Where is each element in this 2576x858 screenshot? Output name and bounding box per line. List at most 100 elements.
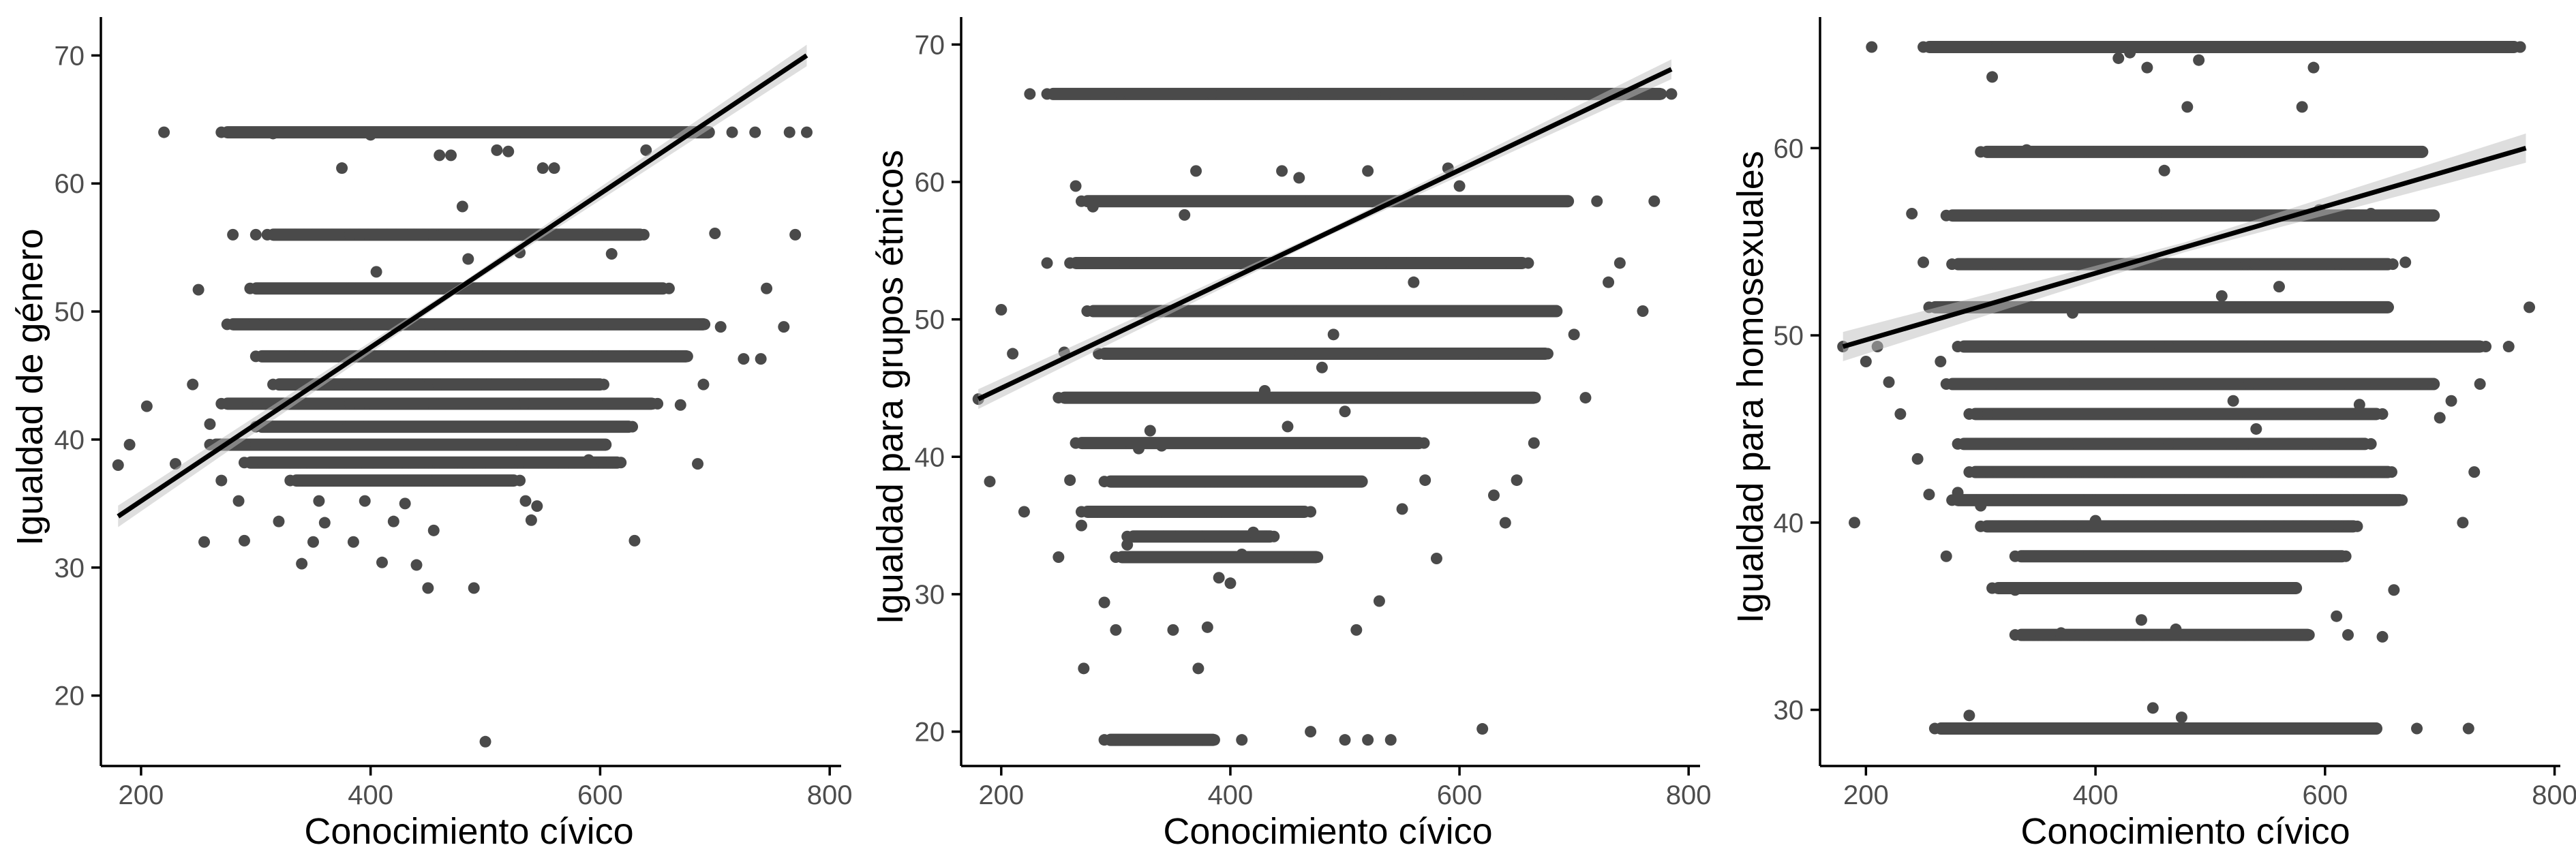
data-point bbox=[2411, 341, 2423, 353]
data-point bbox=[496, 378, 509, 390]
data-point bbox=[2335, 378, 2347, 390]
data-point bbox=[347, 536, 359, 548]
data-point bbox=[330, 474, 342, 487]
data-point bbox=[359, 318, 371, 331]
data-point bbox=[1286, 506, 1299, 518]
data-point bbox=[2193, 629, 2205, 641]
data-point bbox=[1082, 257, 1095, 269]
data-point bbox=[335, 397, 347, 410]
data-point bbox=[2200, 438, 2212, 450]
data-point bbox=[538, 282, 550, 294]
x-tick-label: 800 bbox=[807, 780, 853, 810]
data-point bbox=[440, 474, 453, 487]
data-point bbox=[1419, 474, 1431, 487]
data-point bbox=[1362, 734, 1374, 746]
data-point bbox=[2186, 520, 2198, 532]
data-point bbox=[1174, 551, 1186, 563]
data-point bbox=[509, 228, 521, 241]
data-point bbox=[2037, 550, 2049, 562]
data-point bbox=[1970, 341, 1982, 353]
data-point bbox=[345, 282, 357, 294]
data-point bbox=[500, 126, 512, 138]
data-point bbox=[1993, 722, 2005, 735]
data-point bbox=[2378, 146, 2391, 158]
data-point bbox=[1290, 476, 1303, 488]
data-point bbox=[2243, 209, 2256, 221]
data-point bbox=[2337, 438, 2350, 450]
data-point bbox=[2074, 494, 2087, 506]
data-point bbox=[461, 420, 473, 433]
scatter-points bbox=[972, 88, 1678, 746]
data-point bbox=[307, 228, 319, 241]
data-point bbox=[2227, 395, 2239, 407]
data-point bbox=[1479, 195, 1491, 207]
data-point bbox=[2103, 146, 2115, 158]
data-point bbox=[1312, 551, 1324, 563]
data-point bbox=[451, 378, 463, 390]
data-point bbox=[1190, 165, 1202, 177]
data-point bbox=[1906, 207, 1918, 219]
data-point bbox=[399, 497, 411, 510]
data-point bbox=[2044, 629, 2056, 641]
data-point bbox=[1894, 408, 1907, 420]
data-point bbox=[1090, 305, 1102, 318]
data-point bbox=[2496, 41, 2508, 53]
data-point bbox=[1524, 195, 1536, 207]
data-point bbox=[487, 318, 500, 331]
data-point bbox=[2002, 146, 2014, 158]
data-point bbox=[1268, 530, 1280, 542]
y-tick-label: 60 bbox=[55, 169, 85, 199]
data-point bbox=[2359, 494, 2372, 506]
data-point bbox=[2408, 378, 2421, 390]
data-point bbox=[2237, 438, 2249, 450]
data-point bbox=[2427, 209, 2439, 221]
data-point bbox=[298, 397, 310, 410]
data-point bbox=[2009, 466, 2021, 478]
data-point bbox=[479, 420, 491, 433]
data-point bbox=[1144, 476, 1156, 488]
data-point bbox=[1061, 392, 1074, 404]
data-point bbox=[2185, 258, 2197, 271]
data-point bbox=[2057, 722, 2070, 735]
data-point bbox=[376, 457, 389, 469]
data-point bbox=[671, 318, 683, 331]
data-point bbox=[573, 397, 586, 410]
data-point bbox=[481, 397, 494, 410]
data-point bbox=[335, 228, 347, 241]
data-point bbox=[2158, 164, 2170, 177]
data-point bbox=[2255, 438, 2267, 450]
data-point bbox=[654, 350, 666, 363]
data-point bbox=[286, 350, 299, 363]
data-point bbox=[2143, 301, 2155, 313]
data-point bbox=[441, 318, 453, 331]
data-point bbox=[2262, 301, 2275, 313]
data-point bbox=[518, 126, 530, 138]
data-point bbox=[296, 420, 308, 433]
data-point bbox=[491, 126, 503, 138]
data-point bbox=[501, 282, 513, 294]
data-point bbox=[1421, 257, 1434, 269]
data-point bbox=[363, 282, 376, 294]
data-point bbox=[2296, 722, 2308, 735]
data-point bbox=[1192, 662, 1204, 675]
data-point bbox=[1078, 662, 1090, 675]
data-point bbox=[555, 397, 567, 410]
data-point bbox=[1530, 305, 1543, 318]
data-point bbox=[616, 318, 628, 331]
data-point bbox=[1411, 305, 1423, 318]
data-point bbox=[1135, 392, 1147, 404]
data-point bbox=[584, 282, 596, 294]
data-point bbox=[514, 457, 526, 469]
data-point bbox=[305, 350, 317, 363]
data-point bbox=[506, 350, 519, 363]
data-point bbox=[1394, 257, 1406, 269]
data-point bbox=[2108, 438, 2120, 450]
data-point bbox=[353, 397, 365, 410]
data-point bbox=[1302, 257, 1314, 269]
data-point bbox=[405, 378, 417, 390]
data-point bbox=[2215, 582, 2228, 594]
data-point bbox=[2331, 41, 2343, 53]
data-point bbox=[2101, 466, 2113, 478]
data-point bbox=[2142, 378, 2155, 390]
data-point bbox=[504, 457, 517, 469]
